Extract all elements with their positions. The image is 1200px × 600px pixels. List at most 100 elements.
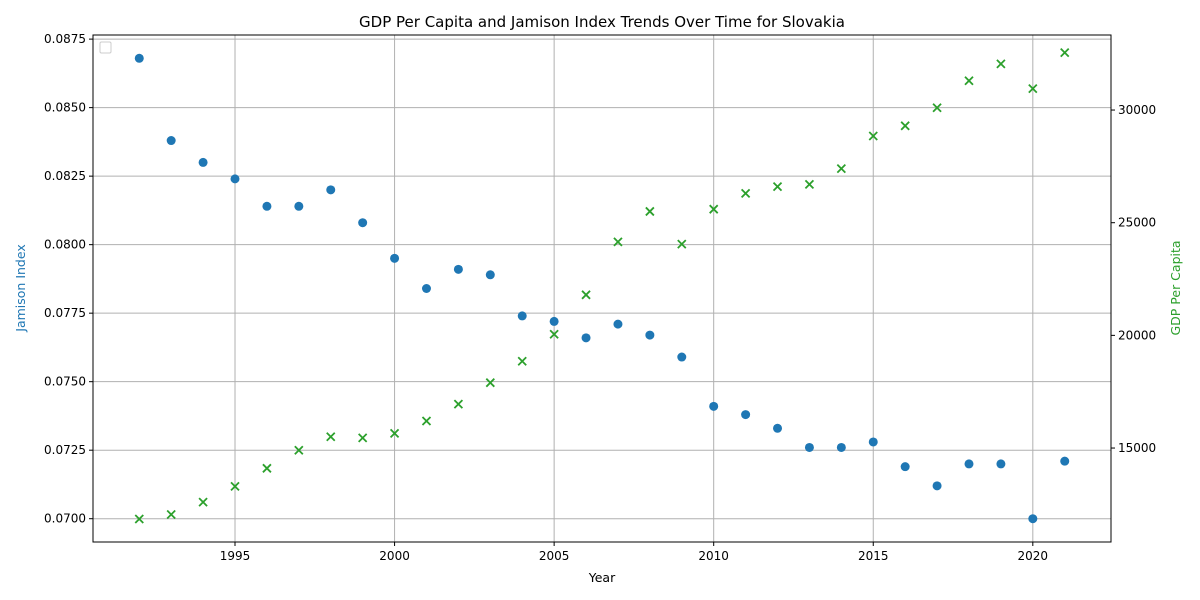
gdp-marker-stroke: [709, 204, 719, 214]
left-y-axis-label: Jamison Index: [13, 244, 28, 332]
gdp-marker-stroke: [1060, 47, 1070, 58]
gdp-marker-stroke: [645, 206, 655, 217]
left-y-axis-ticks: 0.0700 0.0725 0.0750 0.0775 0.0800 0.0825 0.08…: [44, 32, 93, 526]
jamison-index-point: [804, 442, 814, 452]
gdp-per-capita-point: [964, 76, 974, 86]
gdp-per-capita-point: [198, 497, 208, 507]
x-tick-label: 2015: [858, 549, 889, 563]
gdp-per-capita-point: [709, 204, 719, 214]
gdp-marker-stroke: [517, 356, 527, 366]
jamison-index-point: [677, 352, 687, 362]
jamison-index-point: [1028, 514, 1038, 524]
jamison-index-point: [390, 253, 400, 263]
jamison-index-point: [900, 462, 910, 472]
gdp-marker-stroke: [549, 329, 559, 339]
gdp-per-capita-point: [772, 182, 783, 192]
jamison-index-point: [453, 264, 463, 274]
gdp-marker-stroke: [804, 179, 815, 190]
gdp-marker-stroke: [389, 428, 400, 439]
jamison-index-point: [581, 333, 591, 343]
x-tick-label: 2000: [379, 549, 410, 563]
left-y-tick-label: 0.0850: [44, 101, 86, 115]
gdp-marker-stroke: [326, 432, 336, 442]
jamison-index-point: [932, 481, 942, 491]
gdp-per-capita-point: [485, 378, 495, 388]
gdp-marker-stroke: [453, 399, 464, 409]
gdp-per-capita-point: [134, 514, 144, 524]
gdp-marker-stroke: [996, 59, 1006, 69]
gdp-marker-stroke: [900, 121, 910, 131]
right-y-axis-label: GDP Per Capita: [1168, 240, 1183, 335]
gdp-per-capita-point: [581, 290, 591, 300]
gdp-marker-stroke: [677, 239, 687, 249]
gdp-per-capita-point: [1028, 83, 1038, 94]
jamison-index-point: [836, 442, 846, 452]
jamison-index-point: [741, 410, 751, 420]
chart-title: GDP Per Capita and Jamison Index Trends …: [359, 13, 845, 31]
gdp-per-capita-point: [326, 432, 336, 442]
jamison-index-point: [709, 401, 719, 411]
x-tick-label: 2010: [698, 549, 729, 563]
gdp-per-capita-point: [262, 463, 272, 473]
jamison-index-point: [262, 201, 272, 211]
gdp-marker-stroke: [581, 290, 591, 300]
gdp-marker-stroke: [964, 76, 974, 86]
jamison-index-point: [134, 53, 144, 63]
jamison-index-point: [996, 459, 1006, 469]
left-y-tick-label: 0.0825: [44, 169, 86, 183]
gdp-per-capita-point: [645, 206, 655, 217]
gdp-marker-stroke: [868, 131, 878, 141]
gdp-marker-stroke: [740, 188, 751, 199]
jamison-index-point: [773, 423, 783, 433]
gdp-per-capita-point: [421, 416, 432, 426]
x-tick-label: 2020: [1018, 549, 1049, 563]
gdp-per-capita-point: [517, 356, 527, 366]
jamison-index-point: [230, 174, 240, 184]
jamison-index-point: [198, 157, 208, 167]
right-y-tick-label: 15000: [1118, 441, 1156, 455]
gdp-marker-stroke: [1028, 83, 1038, 94]
x-axis-ticks: 1995 2000 2005 2010 2015 2020: [220, 542, 1048, 563]
left-y-tick-label: 0.0700: [44, 512, 86, 526]
grid: [93, 35, 1111, 542]
gdp-per-capita-point: [613, 237, 623, 247]
gdp-per-capita-point: [932, 103, 942, 113]
right-y-axis-ticks: 15000 20000 25000 30000: [1111, 103, 1156, 455]
jamison-index-point: [166, 136, 176, 146]
gdp-marker-stroke: [262, 463, 272, 473]
data-marks: [134, 47, 1070, 524]
gdp-per-capita-point: [996, 59, 1006, 69]
gdp-marker-stroke: [134, 514, 144, 524]
left-y-tick-label: 0.0750: [44, 375, 86, 389]
gdp-marker-stroke: [294, 445, 304, 455]
gdp-per-capita-point: [294, 445, 304, 455]
gdp-marker-stroke: [932, 103, 942, 113]
gdp-per-capita-point: [900, 121, 910, 131]
gdp-per-capita-point: [358, 433, 368, 443]
gdp-per-capita-point: [677, 239, 687, 249]
gdp-per-capita-point: [836, 163, 846, 174]
right-y-tick-label: 20000: [1118, 328, 1156, 342]
gdp-marker-stroke: [358, 433, 368, 443]
gdp-marker-stroke: [421, 416, 432, 426]
jamison-index-point: [964, 459, 974, 469]
gdp-marker-stroke: [836, 163, 846, 174]
jamison-index-point: [549, 316, 559, 326]
legend-box: [99, 41, 112, 54]
x-tick-label: 1995: [220, 549, 251, 563]
left-y-tick-label: 0.0725: [44, 443, 86, 457]
left-y-tick-label: 0.0800: [44, 238, 86, 252]
jamison-index-point: [1060, 456, 1070, 466]
gdp-marker-stroke: [613, 237, 623, 247]
gdp-per-capita-point: [389, 428, 400, 439]
jamison-index-point: [326, 185, 336, 195]
gdp-per-capita-point: [230, 481, 240, 491]
gdp-marker-stroke: [485, 378, 495, 388]
gdp-marker-stroke: [772, 182, 783, 192]
gdp-per-capita-point: [1060, 47, 1070, 58]
gdp-per-capita-point: [868, 131, 878, 141]
gdp-per-capita-point: [804, 179, 815, 190]
jamison-index-point: [358, 218, 368, 228]
